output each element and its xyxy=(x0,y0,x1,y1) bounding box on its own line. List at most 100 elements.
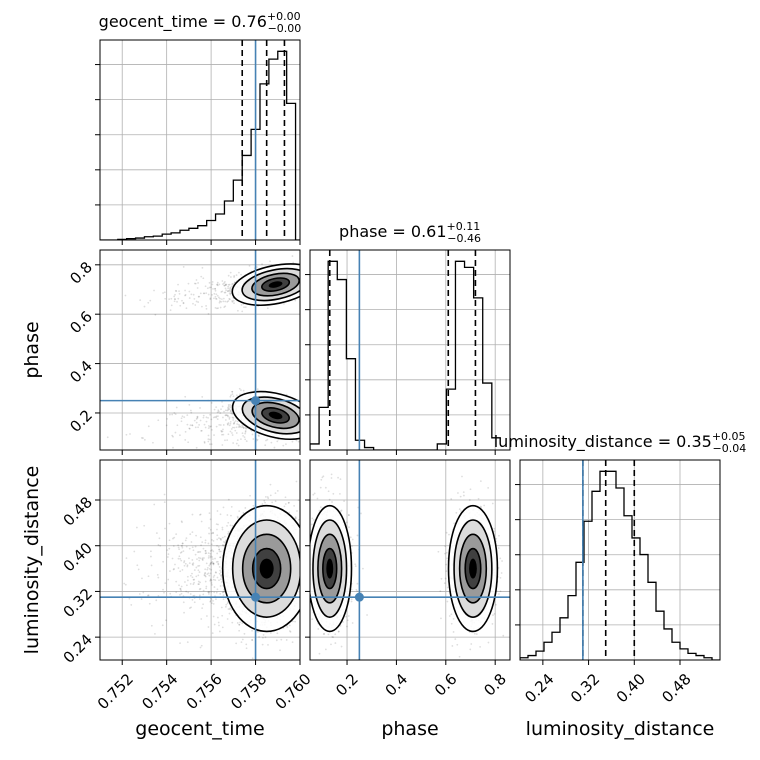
scatter-point xyxy=(229,430,232,433)
scatter-point xyxy=(241,638,244,641)
scatter-point xyxy=(143,305,146,308)
scatter-point xyxy=(198,556,200,559)
scatter-point xyxy=(217,560,219,563)
scatter-point xyxy=(267,497,270,500)
scatter-point xyxy=(301,552,303,554)
scatter-point xyxy=(311,419,313,421)
scatter-point xyxy=(229,409,232,412)
scatter-point xyxy=(273,446,276,449)
scatter-point xyxy=(169,570,171,572)
scatter-point xyxy=(171,434,174,437)
scatter-point xyxy=(217,563,220,566)
scatter-point xyxy=(302,277,304,279)
scatter-point xyxy=(147,575,150,578)
scatter-point xyxy=(210,582,213,584)
scatter-point xyxy=(204,568,207,571)
scatter-point xyxy=(183,564,186,567)
scatter-point xyxy=(179,434,181,437)
scatter-point xyxy=(204,575,207,578)
scatter-point xyxy=(242,426,245,429)
scatter-point xyxy=(313,428,315,430)
scatter-point xyxy=(216,281,219,284)
scatter-point xyxy=(163,493,166,496)
scatter-point xyxy=(209,518,212,521)
scatter-point xyxy=(256,438,259,441)
scatter-point xyxy=(231,299,234,302)
scatter-point xyxy=(209,562,212,565)
scatter-point xyxy=(182,550,185,553)
scatter-point xyxy=(183,416,186,419)
scatter-point xyxy=(242,434,245,437)
scatter-point xyxy=(304,594,306,596)
scatter-point xyxy=(208,574,211,577)
scatter-point xyxy=(189,583,192,585)
scatter-point xyxy=(306,278,308,280)
scatter-point xyxy=(193,601,196,604)
scatter-point xyxy=(301,591,303,593)
scatter-point xyxy=(194,304,197,306)
scatter-point xyxy=(222,424,225,426)
scatter-point xyxy=(291,440,294,443)
scatter-point xyxy=(229,290,232,293)
scatter-point xyxy=(313,492,316,495)
scatter-point xyxy=(305,424,307,426)
scatter-point xyxy=(266,438,269,441)
scatter-point xyxy=(307,570,309,572)
scatter-point xyxy=(181,568,184,571)
scatter-point xyxy=(275,639,278,642)
scatter-point xyxy=(191,546,194,549)
scatter-point xyxy=(301,418,303,420)
scatter-point xyxy=(311,426,313,428)
scatter-point xyxy=(252,438,255,440)
scatter-point xyxy=(220,291,223,293)
scatter-point xyxy=(179,304,182,307)
scatter-point xyxy=(240,426,243,429)
scatter-point xyxy=(232,417,235,419)
scatter-point xyxy=(200,429,202,432)
scatter-point xyxy=(233,302,235,305)
scatter-point xyxy=(215,425,218,428)
scatter-point xyxy=(308,431,310,433)
scatter-point xyxy=(271,501,274,504)
scatter-point xyxy=(179,642,181,645)
histogram-panel-phase xyxy=(305,249,511,455)
scatter-point xyxy=(129,433,131,435)
scatter-point xyxy=(211,549,213,551)
scatter-point xyxy=(316,430,318,432)
scatter-point xyxy=(186,564,189,567)
scatter-point xyxy=(176,424,179,427)
scatter-point xyxy=(302,424,304,426)
scatter-point xyxy=(203,423,206,426)
scatter-point xyxy=(204,541,207,544)
scatter-point xyxy=(175,591,178,594)
scatter-point xyxy=(180,585,183,588)
scatter-point xyxy=(307,606,309,608)
scatter-point xyxy=(256,388,259,391)
scatter-point xyxy=(184,294,186,297)
scatter-point xyxy=(195,418,198,420)
scatter-point xyxy=(205,562,208,565)
scatter-point xyxy=(227,521,230,524)
contour-line xyxy=(231,390,300,440)
scatter-point xyxy=(229,288,231,291)
scatter-point xyxy=(220,575,223,578)
scatter-point xyxy=(165,619,167,622)
scatter-point xyxy=(190,411,193,414)
density-fill xyxy=(268,281,283,288)
scatter-point xyxy=(301,290,303,292)
scatter-point xyxy=(233,276,235,278)
scatter-point xyxy=(209,438,211,441)
contour-line xyxy=(231,519,300,618)
scatter-point xyxy=(209,597,212,600)
scatter-point xyxy=(202,593,205,596)
scatter-point xyxy=(207,572,210,575)
scatter-point xyxy=(186,584,188,587)
scatter-point xyxy=(288,501,290,504)
scatter-point xyxy=(177,546,180,549)
scatter-point xyxy=(209,579,212,582)
scatter-point xyxy=(208,286,211,289)
scatter-point xyxy=(221,581,223,583)
scatter-point xyxy=(303,417,305,419)
histogram-step-phase xyxy=(310,260,501,450)
